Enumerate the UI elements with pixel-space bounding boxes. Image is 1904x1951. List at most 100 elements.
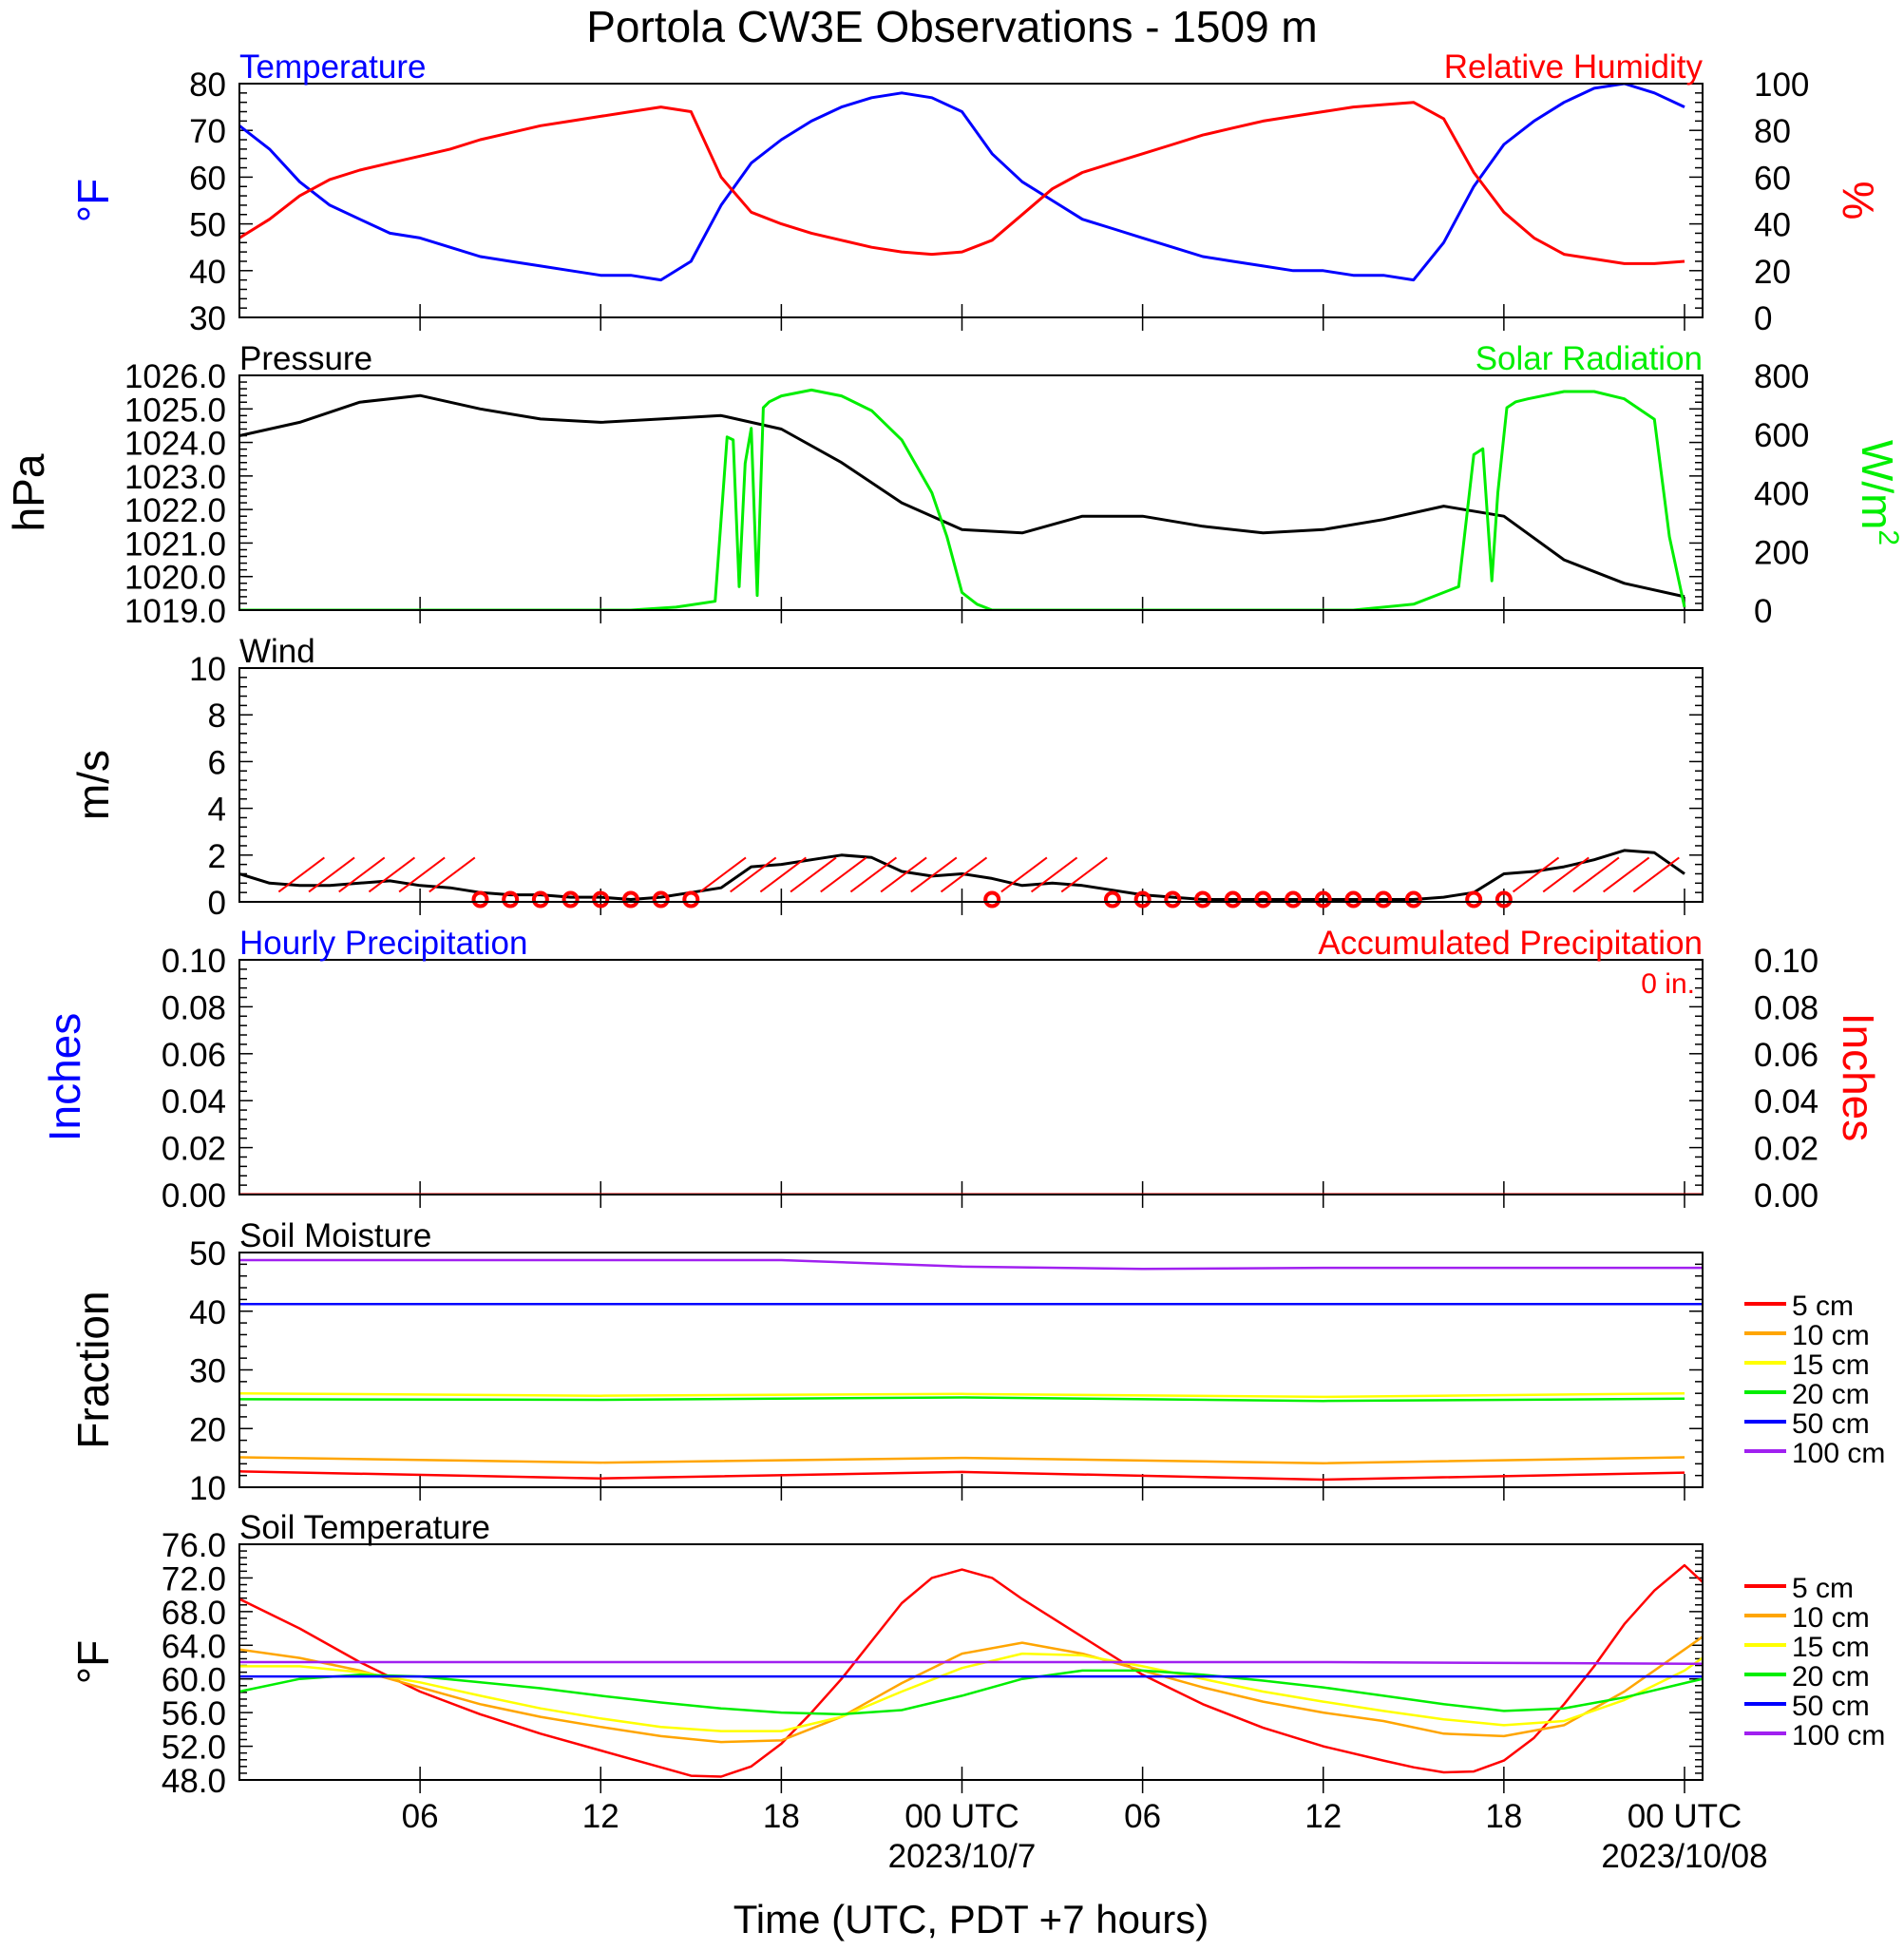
wind-barb bbox=[730, 856, 777, 893]
x-axis-label: Time (UTC, PDT +7 hours) bbox=[733, 1897, 1209, 1941]
wind-barb bbox=[1632, 856, 1680, 893]
panel-frame bbox=[238, 667, 1704, 903]
legend-label: 20 cm bbox=[1792, 1379, 1870, 1410]
series-group bbox=[239, 1563, 1703, 1778]
left-tick-label: 2 bbox=[208, 838, 226, 875]
right-tick-label: 100 bbox=[1754, 67, 1809, 104]
right-tick-label: 0.00 bbox=[1754, 1177, 1818, 1215]
calm-wind-marker bbox=[1164, 890, 1182, 909]
calm-wind-marker bbox=[621, 890, 639, 909]
panel-wind: 0 2 4 6 8 10 Wind m/s bbox=[68, 633, 1704, 922]
calm-wind-marker bbox=[1193, 890, 1211, 909]
right-tick-label: 0.04 bbox=[1754, 1083, 1818, 1120]
calm-wind-marker bbox=[531, 890, 549, 909]
panel-left-title: Pressure bbox=[239, 340, 372, 377]
wind-barb bbox=[428, 856, 476, 893]
series-group bbox=[239, 388, 1686, 610]
wind-barb bbox=[759, 856, 807, 893]
series-line-20-cm bbox=[239, 1396, 1685, 1403]
left-tick-label: 60 bbox=[189, 160, 226, 197]
left-tick-label: 30 bbox=[189, 300, 226, 337]
precip-total-annotation: 0 in. bbox=[1641, 968, 1695, 1000]
left-tick-label: 10 bbox=[189, 651, 226, 688]
left-tick-label: 20 bbox=[189, 1411, 226, 1448]
left-tick-label: 1019.0 bbox=[124, 593, 226, 630]
calm-wind-marker bbox=[1344, 890, 1362, 909]
legend-label: 10 cm bbox=[1792, 1602, 1870, 1634]
legend-label: 50 cm bbox=[1792, 1408, 1870, 1440]
left-tick-label: 0.00 bbox=[162, 1177, 226, 1215]
right-tick-label: 0 bbox=[1754, 300, 1772, 337]
left-axis-label: °F bbox=[68, 1640, 118, 1685]
legend-label: 50 cm bbox=[1792, 1691, 1870, 1722]
left-tick-label: 1023.0 bbox=[124, 459, 226, 496]
wind-barb bbox=[1512, 856, 1560, 893]
panel-left-title: Soil Temperature bbox=[239, 1509, 490, 1546]
calm-wind-marker bbox=[682, 890, 700, 909]
left-tick-label: 0.06 bbox=[162, 1037, 226, 1074]
wind-barb bbox=[398, 856, 446, 893]
series-line-100-cm bbox=[239, 1258, 1703, 1271]
left-axis-label: m/s bbox=[68, 750, 118, 820]
left-tick-label: 50 bbox=[189, 207, 226, 244]
wind-barb bbox=[820, 856, 867, 893]
right-axis-label: Inches bbox=[1834, 1013, 1883, 1142]
left-tick-label: 10 bbox=[189, 1470, 226, 1507]
wind-barb bbox=[790, 856, 837, 893]
wind-barb bbox=[277, 856, 325, 893]
left-tick-label: 1021.0 bbox=[124, 526, 226, 563]
left-tick-label: 0.08 bbox=[162, 989, 226, 1026]
panel-left-title: Temperature bbox=[239, 48, 426, 86]
panel-left-title: Hourly Precipitation bbox=[239, 925, 527, 962]
left-tick-label: 80 bbox=[189, 67, 226, 104]
legend-label: 5 cm bbox=[1792, 1291, 1854, 1322]
right-tick-label: 0.08 bbox=[1754, 989, 1818, 1026]
left-tick-label: 1020.0 bbox=[124, 560, 226, 597]
panel-frame bbox=[238, 959, 1704, 1195]
series-line-15-cm bbox=[239, 1391, 1685, 1399]
legend-label: 10 cm bbox=[1792, 1320, 1870, 1351]
panel-pressure-solar: 1019.01020.01021.01022.01023.01024.01025… bbox=[4, 340, 1904, 630]
panel-frame bbox=[238, 374, 1704, 611]
x-tick-label: 06 bbox=[1124, 1798, 1161, 1835]
series-line-solar-radiation bbox=[239, 388, 1686, 610]
right-tick-label: 800 bbox=[1754, 358, 1809, 395]
calm-wind-marker bbox=[983, 890, 1001, 909]
right-tick-label: 20 bbox=[1754, 254, 1791, 291]
series-line-20-cm bbox=[239, 1669, 1703, 1716]
calm-wind-marker bbox=[1224, 890, 1242, 909]
left-axis-label: hPa bbox=[4, 453, 53, 531]
calm-wind-marker bbox=[1103, 890, 1121, 909]
left-tick-label: 40 bbox=[189, 254, 226, 291]
series-group bbox=[239, 1258, 1703, 1482]
panel-temperature-humidity: 30 40 50 60 70 80 0 20 40 60 80 100 Temperature Relat… bbox=[68, 48, 1883, 337]
legend-label: 20 cm bbox=[1792, 1661, 1870, 1693]
wind-barb bbox=[880, 856, 927, 893]
right-axis-label: W/m2 bbox=[1853, 440, 1904, 545]
left-tick-label: 0.10 bbox=[162, 943, 226, 980]
wind-barb bbox=[1030, 856, 1078, 893]
left-tick-label: 1024.0 bbox=[124, 426, 226, 463]
right-axis-label-superscript: 2 bbox=[1873, 529, 1904, 545]
panel-right-title: Solar Radiation bbox=[1476, 340, 1703, 377]
left-tick-label: 0 bbox=[208, 885, 226, 922]
left-tick-label: 52.0 bbox=[162, 1730, 226, 1767]
x-tick-label: 00 UTC bbox=[904, 1798, 1019, 1835]
x-date-label: 2023/10/08 bbox=[1601, 1838, 1767, 1875]
left-axis-label: Inches bbox=[40, 1013, 89, 1142]
x-date-label: 2023/10/7 bbox=[888, 1838, 1037, 1875]
left-tick-label: 0.02 bbox=[162, 1131, 226, 1168]
left-tick-label: 68.0 bbox=[162, 1595, 226, 1632]
left-axis-label: Fraction bbox=[68, 1291, 118, 1448]
series-group bbox=[239, 84, 1685, 282]
x-tick-label: 00 UTC bbox=[1628, 1798, 1742, 1835]
panel-right-title: Relative Humidity bbox=[1444, 48, 1704, 86]
x-tick-label: 06 bbox=[402, 1798, 439, 1835]
panel-precipitation: 0.00 0.02 0.04 0.06 0.08 0.10 0.00 0.02 0.04 0.06… bbox=[40, 925, 1883, 1215]
wind-barb bbox=[338, 856, 386, 893]
right-tick-label: 0.06 bbox=[1754, 1037, 1818, 1074]
calm-wind-marker bbox=[1133, 890, 1152, 909]
calm-wind-marker bbox=[562, 890, 580, 909]
